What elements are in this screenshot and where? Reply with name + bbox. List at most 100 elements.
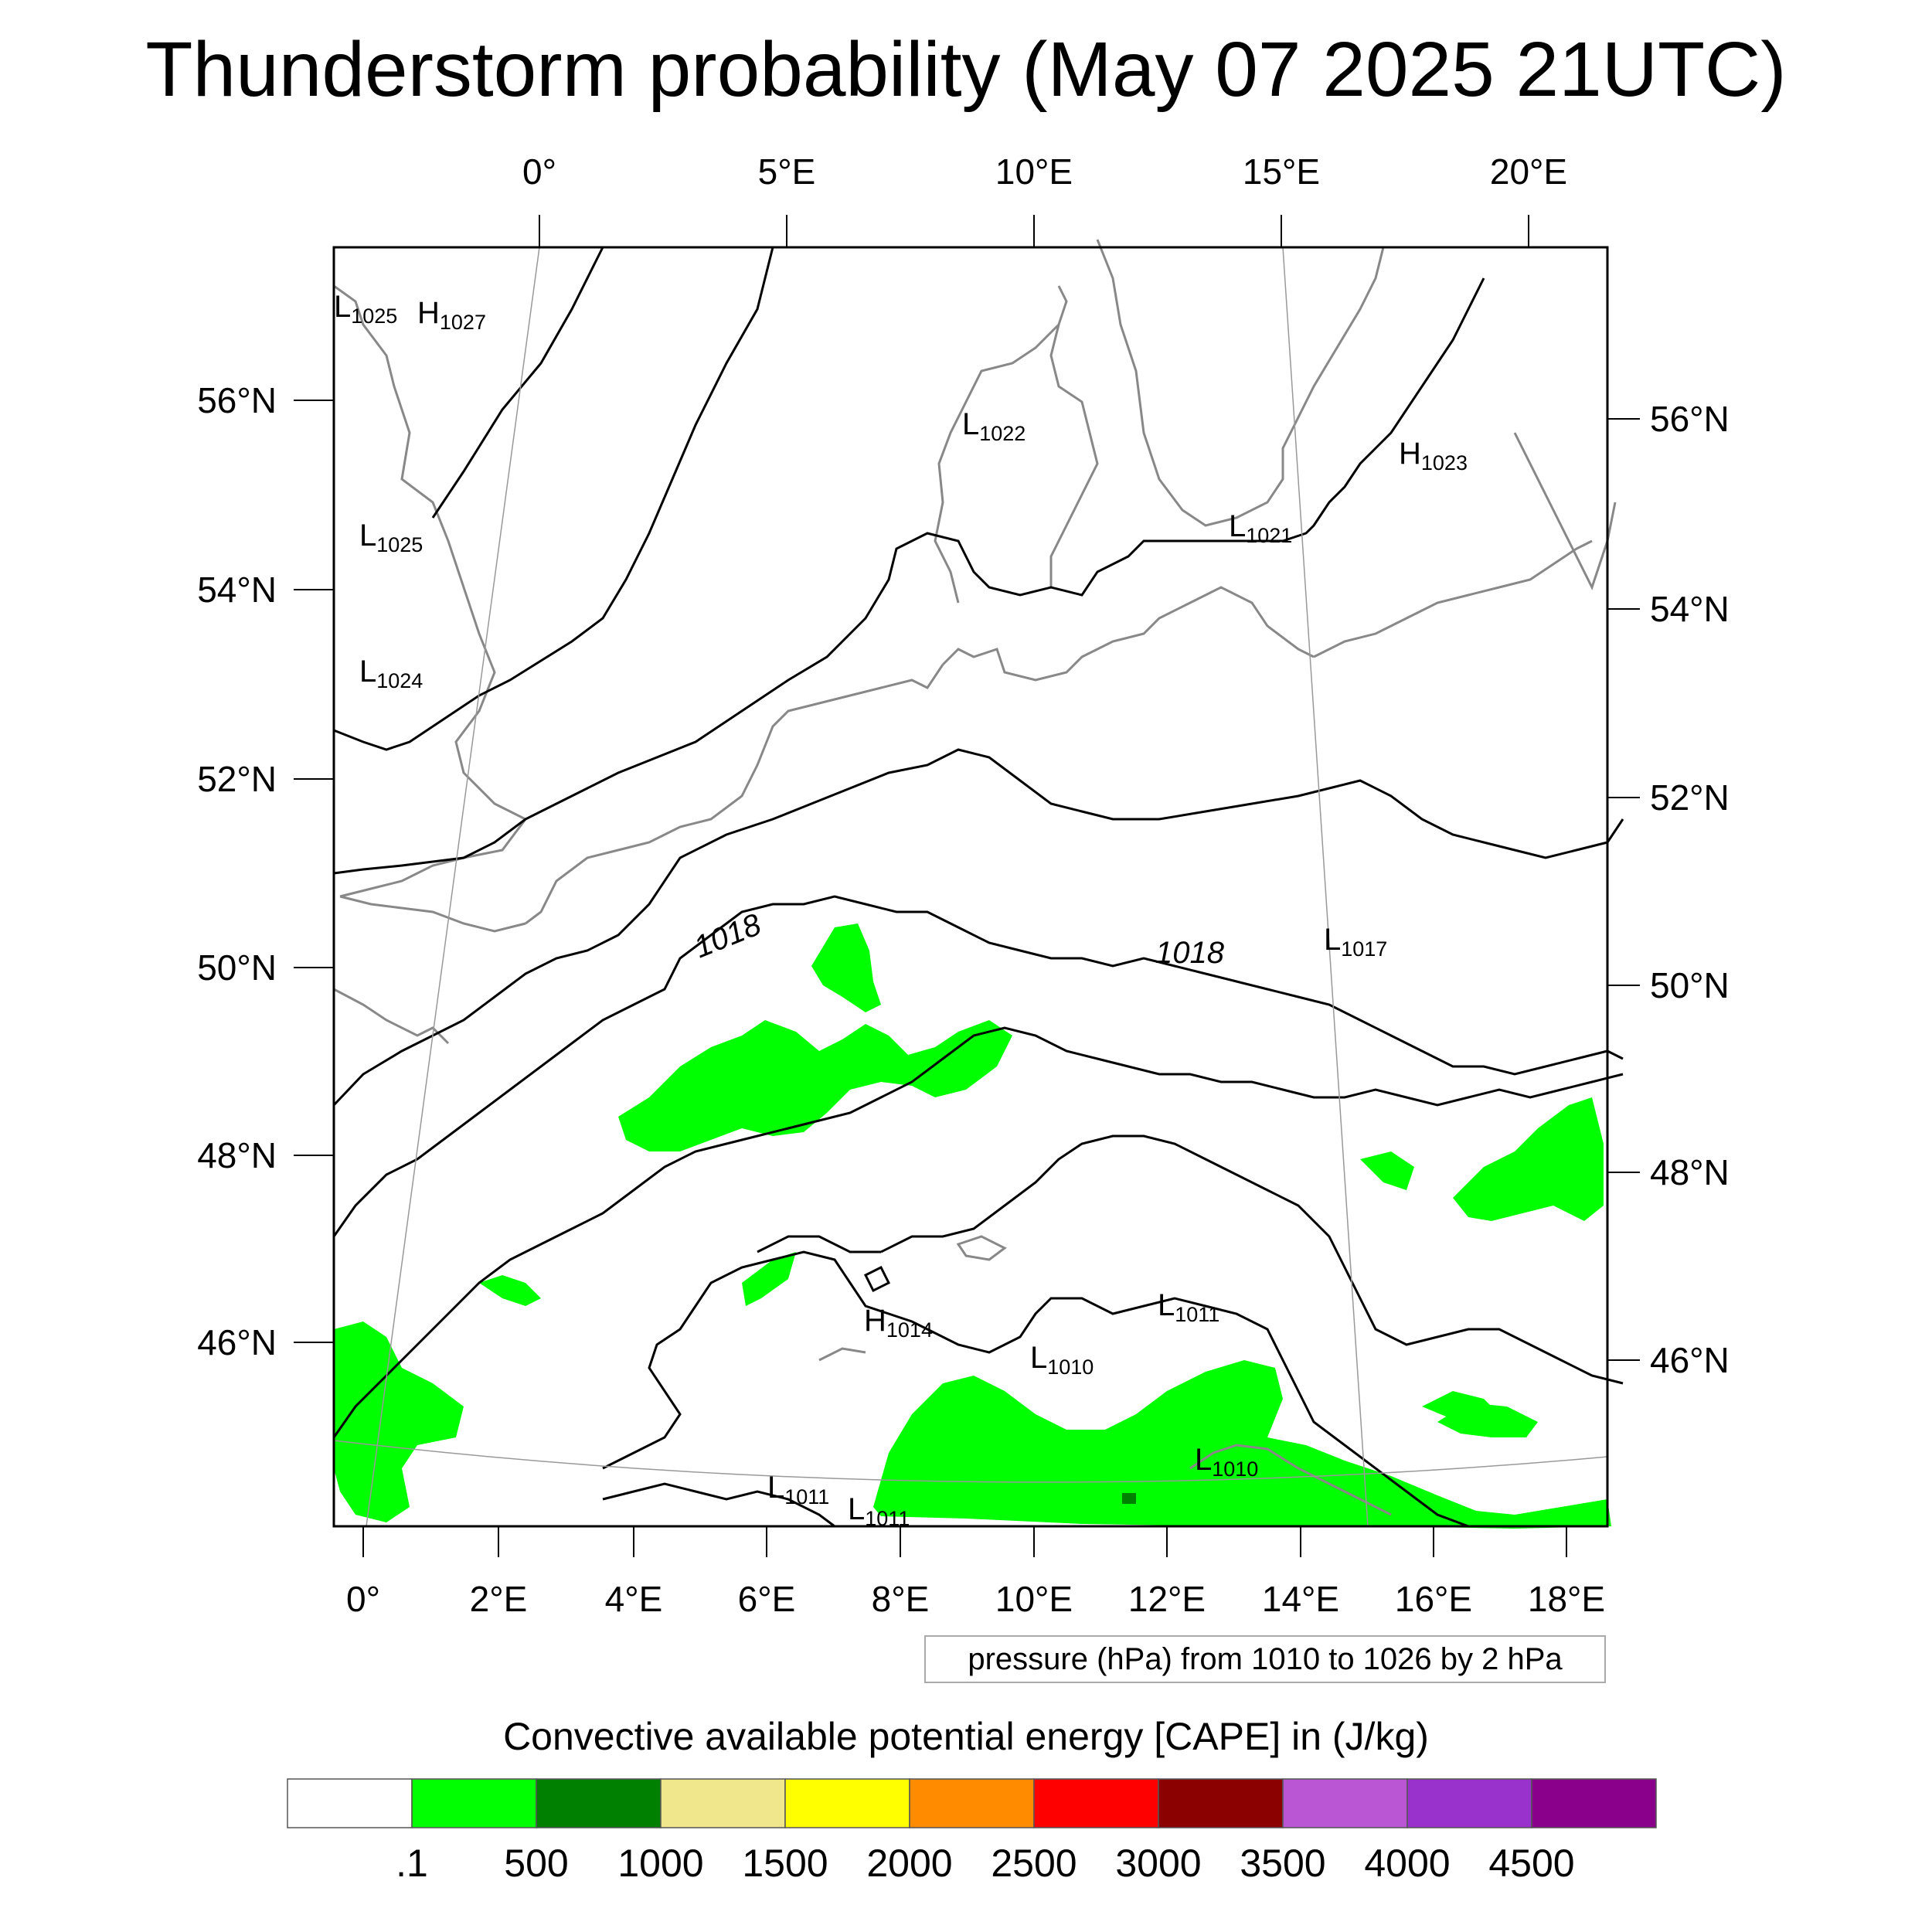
pressure-center-type: L [767,1471,784,1505]
bottom-lon-label: 10°E [995,1579,1073,1619]
pressure-center-label: L1017 [1324,923,1387,961]
chart-title: Thunderstorm probability (May 07 2025 21… [145,26,1787,113]
pressure-center-type: L [1195,1443,1212,1477]
coast-jutland-east [1049,324,1099,587]
bottom-lon-label: 12°E [1128,1579,1206,1619]
right-lat-label: 46°N [1650,1340,1730,1380]
isobar-label: 1018 [1155,936,1225,970]
top-ticks [539,215,1529,247]
isobar-h [757,1235,881,1253]
coast-germany-north [941,586,1315,682]
pressure-center-type: L [1324,923,1341,957]
isobar-c [333,277,1485,875]
coast-britain [333,284,528,898]
pressure-center-label: L1010 [1195,1443,1258,1481]
bottom-lon-label: 18°E [1528,1579,1605,1619]
cape-area-france-southwest [334,1321,464,1522]
isobar-k [863,1265,891,1293]
right-ticks [1607,418,1640,1361]
pressure-center-type: H [1399,437,1421,471]
parallel-45N [333,1440,1608,1483]
isobar-a [431,247,604,519]
pressure-center-label: H1023 [1399,437,1468,474]
top-lon-label: 20°E [1490,151,1567,192]
right-lat-label: 50°N [1650,965,1730,1005]
left-lat-label: 46°N [197,1322,277,1362]
isobar-label: 1018 [689,907,767,964]
pressure-center-label: H1027 [417,296,486,334]
pressure-center-label: L1021 [1229,509,1292,547]
pressure-center-label: L1024 [359,655,423,692]
coast-baltic-east [1513,432,1617,590]
isobar-g [880,1134,1624,1385]
pressure-center-value: 1027 [440,311,486,334]
coast-sweden [1096,239,1385,527]
coastlines [333,239,1617,1516]
cape-area-small-4 [1422,1391,1499,1426]
coast-baltic-south [1313,539,1593,658]
cape-area-dark [1122,1493,1136,1504]
isobar-i [602,1250,1469,1528]
pressure-center-value: 1011 [865,1507,910,1530]
graticule [333,247,1608,1527]
bottom-lon-label: 6°E [738,1579,796,1619]
pressure-center-value: 1023 [1421,451,1468,474]
pressure-center-label: L1025 [359,519,423,556]
cape-area-small-3 [1360,1151,1414,1190]
coast-england-south [339,895,526,933]
pressure-center-type: L [359,655,376,689]
pressure-center-label: L1010 [1030,1341,1094,1379]
bottom-lon-label: 8°E [872,1579,930,1619]
cape-area-belgium [811,923,881,1012]
left-ticks [294,400,334,1343]
bottom-ticks [362,1526,1567,1557]
pressure-center-value: 1010 [1047,1355,1094,1379]
cape-area-small-2 [479,1275,541,1306]
pressure-center-value: 1025 [351,304,397,328]
pressure-center-type: H [864,1304,886,1338]
pressure-center-label: L1011 [767,1471,829,1509]
cape-area-poland-east [1453,1097,1604,1221]
pressure-center-type: L [962,407,979,441]
isobar-f [332,1026,1624,1438]
cape-shading [334,923,1611,1529]
left-lat-labels: 56°N 54°N 52°N 50°N 48°N 46°N [197,380,277,1362]
pressure-center-type: L [848,1492,865,1526]
bottom-lon-label: 2°E [470,1579,528,1619]
top-lon-label: 5°E [758,151,816,192]
pressure-center-value: 1011 [1175,1303,1219,1326]
pressure-center-type: L [1030,1341,1047,1375]
right-lat-labels: 56°N 54°N 52°N 50°N 48°N 46°N [1650,399,1730,1380]
pressure-center-type: L [334,290,351,324]
isobar-d [332,748,1624,1107]
bottom-lon-label: 0° [346,1579,380,1619]
isobar-b [333,247,774,751]
pressure-center-value: 1014 [886,1318,933,1342]
pressure-center-value: 1021 [1246,524,1292,547]
right-lat-label: 48°N [1650,1152,1730,1192]
cape-area-alps [873,1360,1611,1529]
coast-lake-constance [956,1235,1007,1261]
pressure-center-type: L [359,519,376,553]
bottom-lon-label: 4°E [605,1579,663,1619]
pressure-info-box: pressure (hPa) from 1010 to 1026 by 2 hP… [924,1635,1606,1683]
pressure-center-value: 1017 [1341,937,1387,961]
pressure-center-label: L1025 [334,290,397,328]
bottom-lon-label: 16°E [1395,1579,1472,1619]
top-lon-label: 10°E [995,151,1073,192]
bottom-lon-label: 14°E [1262,1579,1339,1619]
coast-adriatic [1189,1444,1392,1516]
meridian-15E [1282,247,1369,1527]
top-lon-labels: 0° 5°E 10°E 15°E 20°E [522,151,1567,192]
isobar-j [602,1482,835,1528]
isobar-labels: 1018 1018 [689,907,1225,970]
left-lat-label: 54°N [197,570,277,610]
pressure-center-value: 1024 [376,669,423,692]
left-lat-label: 50°N [197,947,277,988]
pressure-center-label: H1014 [864,1304,933,1342]
pressure-center-value: 1022 [979,422,1026,445]
meridian-0 [366,247,540,1527]
isobar-e [332,895,1624,1237]
top-lon-label: 15°E [1243,151,1320,192]
